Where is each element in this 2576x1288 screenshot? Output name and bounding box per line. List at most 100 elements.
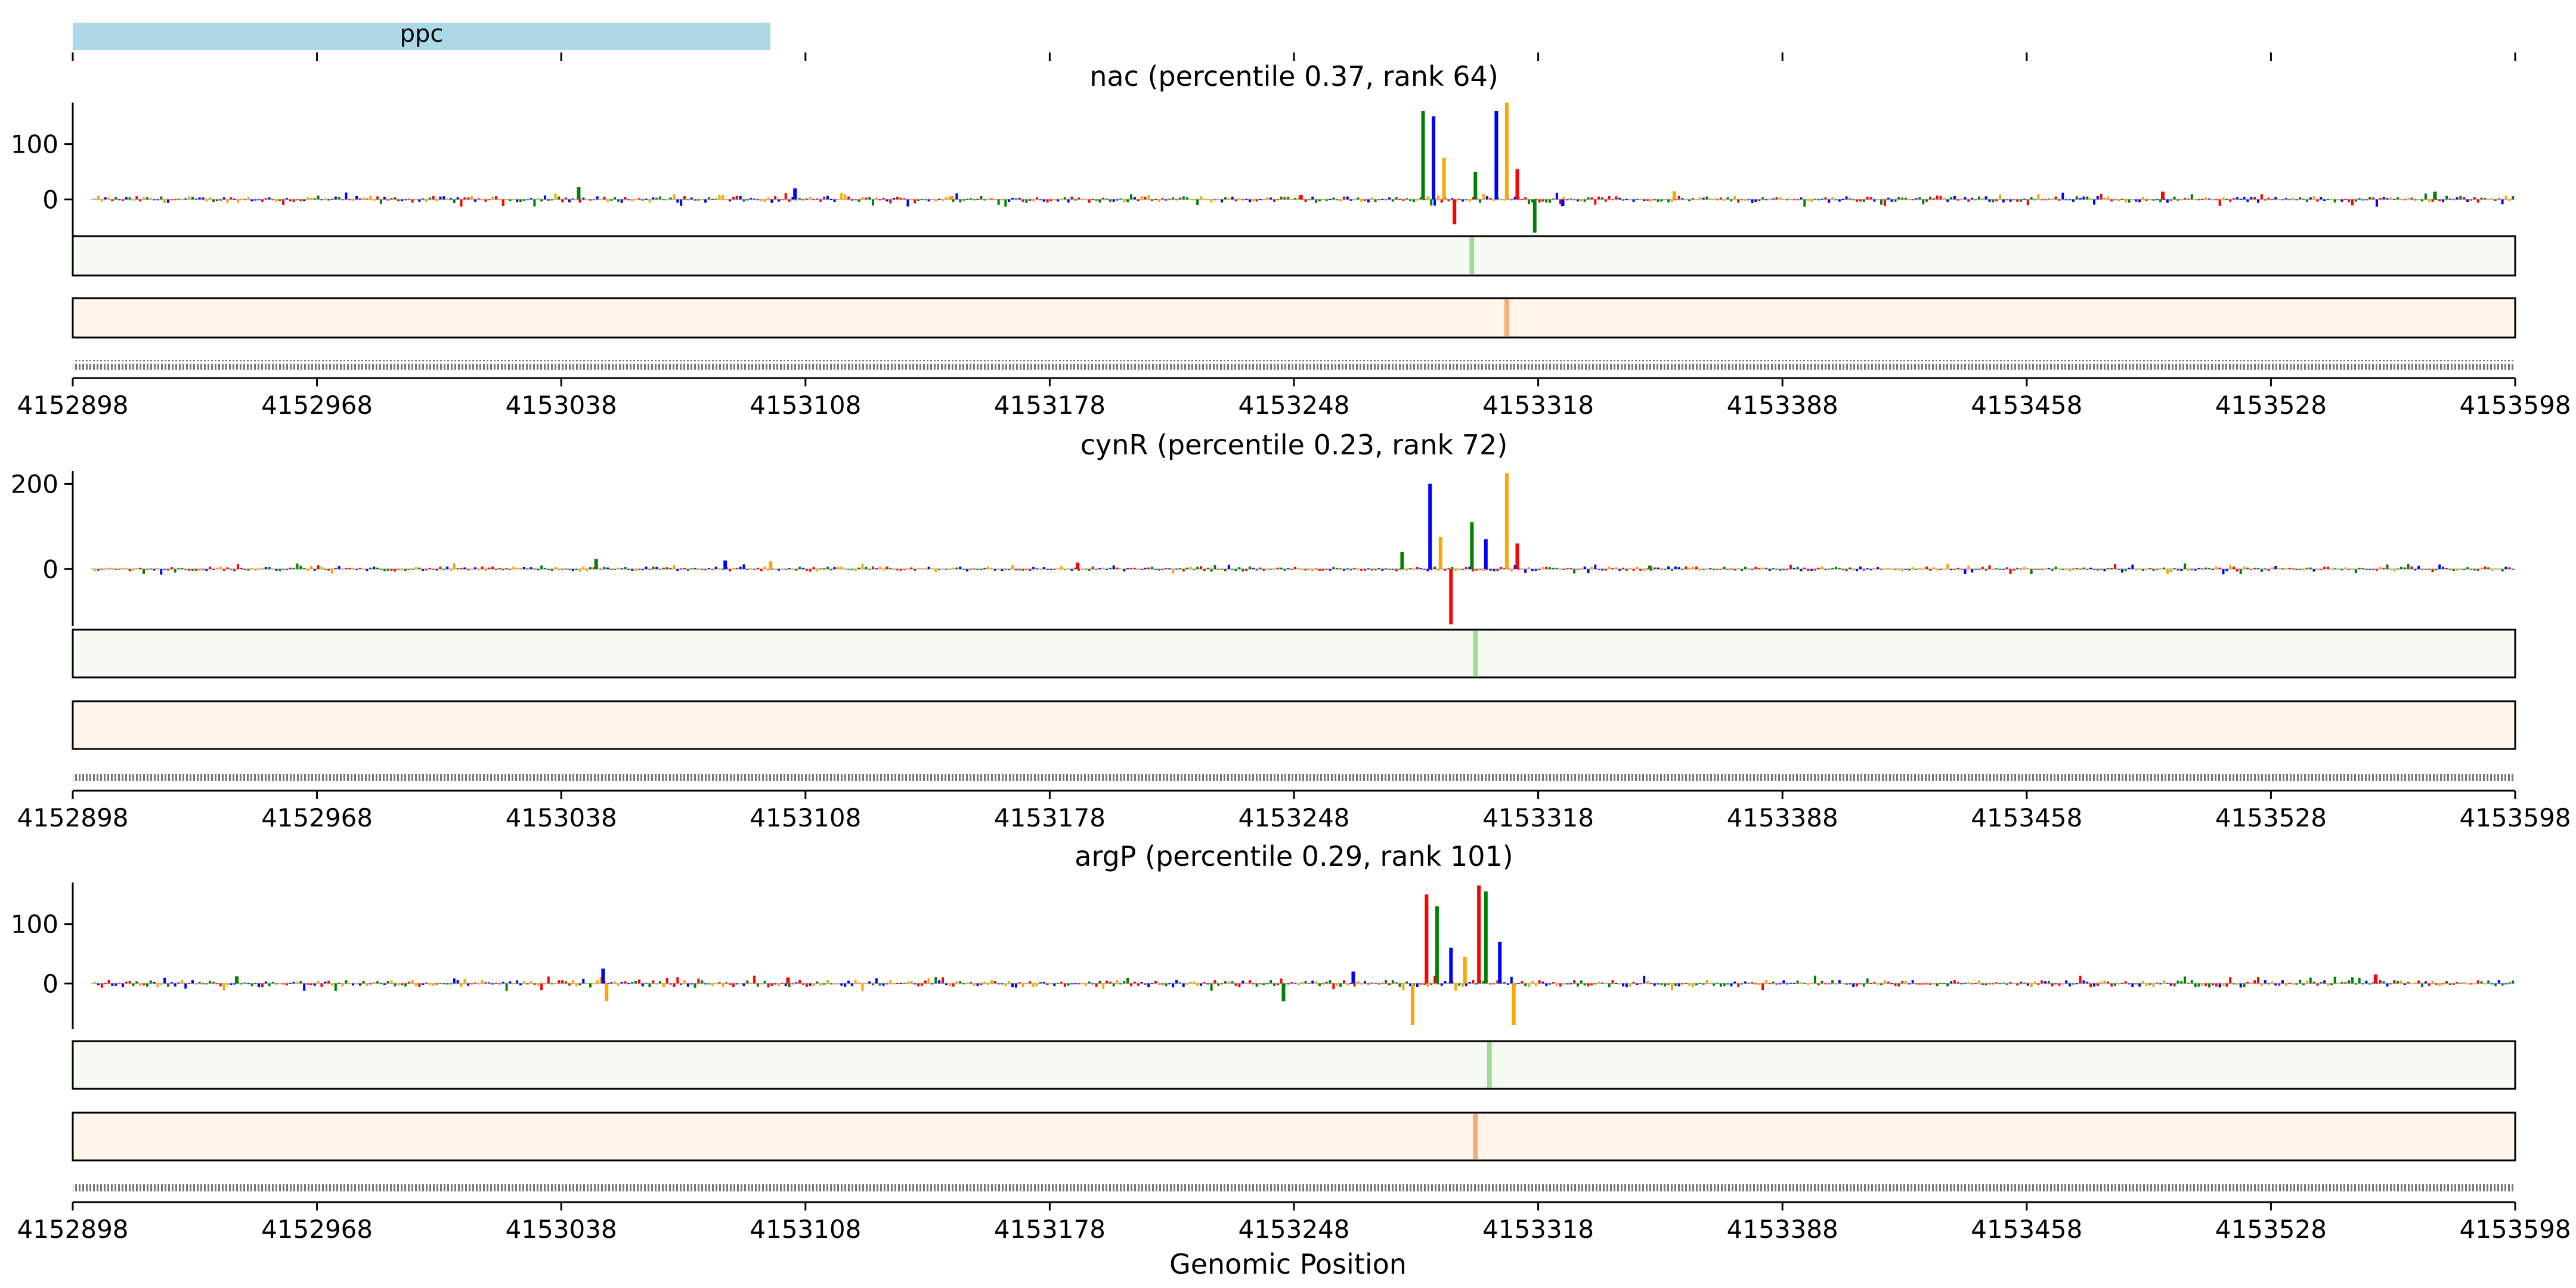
signal-bar	[1001, 569, 1004, 572]
signal-bar	[449, 569, 452, 571]
signal-bar	[530, 198, 532, 200]
signal-bar	[1566, 983, 1569, 984]
signal-bar	[2397, 981, 2399, 984]
signal-bar	[2424, 981, 2427, 984]
signal-bar	[938, 199, 941, 200]
signal-bar	[1318, 983, 1321, 986]
signal-bar	[1245, 569, 1248, 571]
signal-peak	[793, 188, 797, 200]
signal-bar	[1140, 196, 1143, 200]
signal-bar	[1803, 983, 1806, 984]
signal-bar	[1151, 983, 1154, 984]
signal-bar	[1021, 983, 1024, 987]
signal-bar	[352, 983, 355, 986]
signal-bar	[673, 983, 676, 987]
signal-bar	[589, 199, 592, 201]
signal-bar	[837, 566, 840, 569]
signal-bar	[1440, 983, 1443, 986]
signal-bar	[2176, 569, 2179, 571]
signal-bar	[1803, 567, 1806, 569]
signal-bar	[1796, 566, 1799, 569]
signal-bar	[212, 199, 215, 203]
signal-bar	[1636, 199, 1639, 200]
signal-bar	[470, 569, 473, 570]
signal-bar	[704, 199, 707, 203]
signal-bar	[1796, 199, 1799, 200]
signal-bar	[1381, 569, 1384, 571]
signal-bar	[1813, 199, 1816, 200]
signal-bar	[226, 567, 229, 569]
signal-bar	[1685, 566, 1688, 569]
signal-bar	[422, 983, 425, 985]
signal-bar	[753, 569, 756, 570]
signal-bar	[1063, 983, 1066, 987]
signal-bar	[2250, 569, 2253, 570]
signal-bar	[1939, 569, 1942, 570]
signal-bar	[948, 569, 951, 570]
signal-bar	[1245, 982, 1248, 984]
signal-bar	[2075, 568, 2078, 569]
signal-bar	[439, 982, 442, 984]
signal-bar	[121, 199, 124, 201]
signal-bar	[1807, 569, 1810, 571]
signal-bar	[2020, 982, 2023, 984]
signal-bar	[118, 982, 121, 984]
signal-bar	[683, 980, 686, 984]
signal-bar	[1964, 197, 1967, 200]
signal-bar	[2222, 983, 2225, 986]
signal-bar	[230, 569, 233, 570]
signal-bar	[2166, 983, 2169, 984]
signal-bar	[1977, 569, 1980, 570]
signal-bar	[435, 199, 438, 202]
signal-bar	[1189, 566, 1192, 569]
signal-bar	[1259, 199, 1262, 200]
signal-bar	[1388, 197, 1391, 200]
signal-peak	[1299, 195, 1303, 200]
signal-bar	[1102, 567, 1105, 569]
signal-bar	[1426, 569, 1429, 572]
signal-bar	[432, 983, 435, 986]
signal-bar	[652, 566, 655, 569]
signal-bar	[1639, 983, 1642, 984]
signal-bar	[1688, 199, 1691, 202]
signal-bar	[2072, 568, 2075, 570]
signal-bar	[1091, 983, 1094, 984]
signal-bar	[2284, 983, 2287, 986]
signal-bar	[631, 569, 634, 571]
signal-bar	[586, 569, 589, 571]
signal-bar	[1964, 569, 1967, 574]
signal-bar	[2421, 983, 2424, 987]
signal-bar	[1670, 569, 1673, 571]
signal-bar	[449, 198, 452, 200]
signal-bar	[665, 977, 668, 984]
x-axis: 4152898 4152968 4153038 4153108 4153178 41532…	[17, 789, 2571, 832]
signal-bar	[1419, 568, 1422, 569]
signal-bar	[1660, 983, 1663, 985]
signal-bar	[871, 983, 874, 986]
signal-bar	[1583, 566, 1586, 569]
x-tick-label: 4153458	[1971, 803, 2082, 832]
signal-bar	[2096, 983, 2099, 986]
signal-bar	[2309, 197, 2312, 200]
signal-bar	[2354, 983, 2357, 985]
signal-bar	[1147, 983, 1150, 987]
signal-bar	[1845, 569, 1848, 571]
signal-bar	[1698, 197, 1701, 200]
y-tick-label: 100	[11, 910, 58, 939]
signal-bar	[763, 980, 766, 984]
signal-bar	[2058, 568, 2061, 569]
signal-bar	[2159, 199, 2162, 203]
signal-bar	[188, 569, 191, 571]
signal-bar	[2002, 569, 2005, 570]
signal-bar	[1004, 199, 1007, 207]
signal-bar	[1168, 568, 1171, 569]
signal-bar	[1098, 568, 1101, 569]
signal-bar	[617, 983, 620, 986]
signal-bar	[495, 983, 498, 984]
signal-bar	[2156, 199, 2159, 200]
signal-bar	[1196, 983, 1199, 986]
signal-bar	[993, 569, 996, 571]
signal-bar	[2501, 199, 2504, 205]
signal-bar	[1081, 983, 1084, 984]
x-axis: 4152898 4152968 4153038 4153108 4153178 41532…	[17, 377, 2571, 420]
